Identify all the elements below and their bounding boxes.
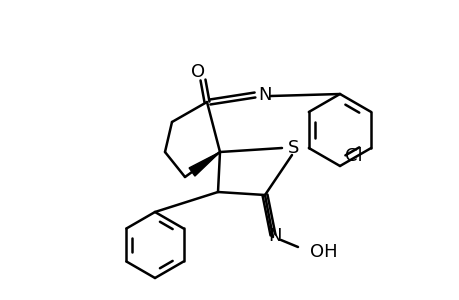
Text: Cl: Cl <box>344 147 362 165</box>
Text: O: O <box>190 63 205 81</box>
Text: N: N <box>268 227 281 245</box>
Text: S: S <box>288 139 299 157</box>
Text: OH: OH <box>309 243 337 261</box>
Text: N: N <box>257 86 271 104</box>
Polygon shape <box>189 152 219 176</box>
